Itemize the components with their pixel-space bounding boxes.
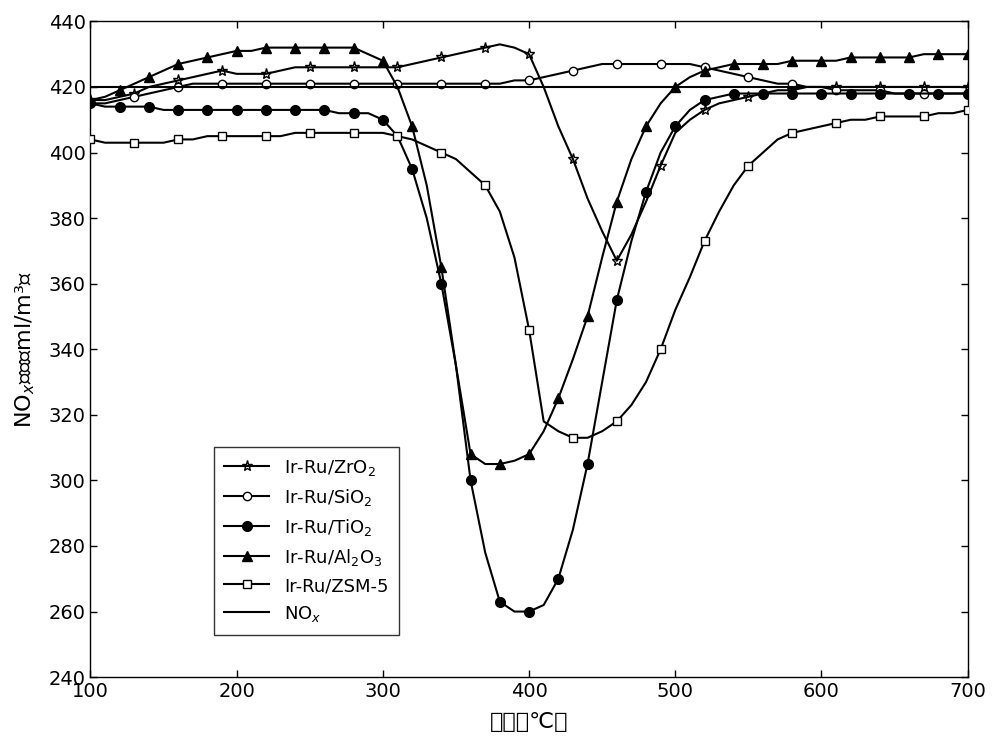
Legend: Ir-Ru/ZrO$_2$, Ir-Ru/SiO$_2$, Ir-Ru/TiO$_2$, Ir-Ru/Al$_2$O$_3$, Ir-Ru/ZSM-5, NO$: Ir-Ru/ZrO$_2$, Ir-Ru/SiO$_2$, Ir-Ru/TiO$… [214,448,399,636]
X-axis label: 温度（℃）: 温度（℃） [490,712,568,732]
Y-axis label: NO$_x$浓度（ml/m³）: NO$_x$浓度（ml/m³） [14,271,37,427]
